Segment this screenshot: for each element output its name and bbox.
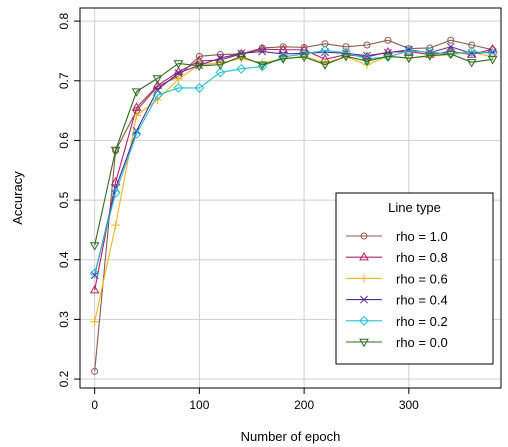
legend-swatch-marker bbox=[359, 274, 369, 283]
series-point bbox=[236, 53, 247, 62]
series-point bbox=[383, 53, 393, 62]
series-point bbox=[173, 60, 184, 69]
y-axis-title: Accuracy bbox=[10, 171, 25, 225]
series-point bbox=[195, 52, 203, 60]
series-point bbox=[174, 74, 183, 84]
y-tick-label: 0.3 bbox=[57, 311, 71, 328]
series-point bbox=[341, 53, 351, 62]
series-point bbox=[320, 58, 330, 68]
legend-item: rho = 0.6 bbox=[346, 271, 448, 286]
plot-frame bbox=[79, 7, 502, 389]
series-point bbox=[152, 90, 163, 101]
series-point bbox=[216, 54, 225, 63]
legend-item: rho = 0.2 bbox=[346, 314, 448, 329]
series-point bbox=[363, 41, 371, 49]
series-point bbox=[216, 58, 225, 68]
series-point bbox=[215, 61, 226, 70]
series-point bbox=[466, 46, 477, 57]
series-point bbox=[341, 47, 351, 58]
series-point bbox=[132, 111, 141, 120]
series-point bbox=[90, 271, 99, 280]
series-point bbox=[424, 52, 435, 61]
series-point bbox=[152, 75, 163, 84]
series-point bbox=[424, 47, 435, 58]
series-point bbox=[131, 88, 142, 97]
series-point bbox=[447, 36, 455, 44]
legend-item: rho = 0.0 bbox=[346, 335, 448, 350]
series-point bbox=[110, 188, 121, 198]
legend-swatch-marker bbox=[359, 252, 369, 261]
legend-swatch-marker bbox=[359, 338, 369, 348]
series-point bbox=[403, 54, 414, 64]
series-point bbox=[257, 61, 268, 70]
series-point bbox=[131, 128, 142, 139]
series-point bbox=[89, 242, 100, 251]
series-point bbox=[89, 268, 100, 279]
series-point bbox=[257, 61, 268, 72]
legend-label: rho = 0.6 bbox=[396, 271, 448, 286]
legend-label: rho = 0.2 bbox=[396, 314, 448, 329]
series-point bbox=[362, 53, 372, 64]
series-point bbox=[174, 69, 183, 77]
x-tick-label: 100 bbox=[189, 398, 209, 412]
series-point bbox=[467, 49, 476, 58]
series-point bbox=[173, 83, 184, 93]
series-point bbox=[194, 62, 205, 72]
legend-label: rho = 0.4 bbox=[396, 293, 448, 308]
series-point bbox=[89, 284, 100, 294]
legend-swatch-marker bbox=[360, 232, 368, 240]
series-point bbox=[384, 36, 392, 44]
series-point bbox=[320, 61, 330, 70]
legend-title: Line type bbox=[388, 200, 441, 215]
series-point bbox=[152, 80, 163, 89]
y-tick-label: 0.4 bbox=[57, 251, 71, 268]
series-4 bbox=[89, 45, 498, 279]
series-point bbox=[194, 83, 205, 93]
series-point bbox=[91, 367, 99, 375]
legend-label: rho = 0.8 bbox=[396, 250, 448, 265]
legend-item: rho = 0.4 bbox=[346, 293, 448, 308]
series-point bbox=[445, 50, 456, 60]
y-tick-label: 0.8 bbox=[57, 12, 71, 29]
legend-item: rho = 0.8 bbox=[346, 250, 448, 265]
x-axis-title: Number of epoch bbox=[241, 429, 341, 444]
series-point bbox=[131, 102, 142, 111]
series-point bbox=[111, 220, 120, 230]
y-tick-label: 0.6 bbox=[57, 132, 71, 149]
legend-swatch-marker bbox=[360, 295, 368, 304]
series-point bbox=[446, 42, 455, 51]
series-point bbox=[320, 45, 330, 56]
series-point bbox=[487, 56, 498, 65]
series-point bbox=[466, 59, 477, 68]
series-point bbox=[153, 85, 162, 94]
series-point bbox=[299, 53, 309, 63]
x-tick-label: 0 bbox=[91, 398, 98, 412]
series-point bbox=[215, 67, 226, 78]
legend-swatch-marker bbox=[359, 315, 369, 326]
series-point bbox=[110, 146, 121, 156]
y-tick-label: 0.7 bbox=[57, 72, 71, 89]
legend-item: rho = 1.0 bbox=[346, 229, 448, 244]
series-point bbox=[299, 49, 310, 59]
y-tick-label: 0.2 bbox=[57, 370, 71, 387]
series-point bbox=[487, 48, 498, 59]
legend-label: rho = 0.0 bbox=[396, 335, 448, 350]
series-point bbox=[321, 48, 330, 57]
series-point bbox=[258, 47, 267, 56]
series-point bbox=[90, 317, 99, 326]
series-point bbox=[236, 63, 247, 74]
legend-label: rho = 1.0 bbox=[396, 229, 448, 244]
series-point bbox=[278, 55, 289, 64]
x-tick-label: 300 bbox=[399, 398, 419, 412]
series-5 bbox=[89, 50, 498, 251]
y-tick-label: 0.5 bbox=[57, 191, 71, 208]
series-point bbox=[362, 57, 372, 67]
x-tick-label: 200 bbox=[294, 398, 314, 412]
series-layer bbox=[89, 36, 498, 375]
legend: Line type rho = 1.0 rho = 0.8 rho = 0.6 rho … bbox=[335, 192, 494, 365]
